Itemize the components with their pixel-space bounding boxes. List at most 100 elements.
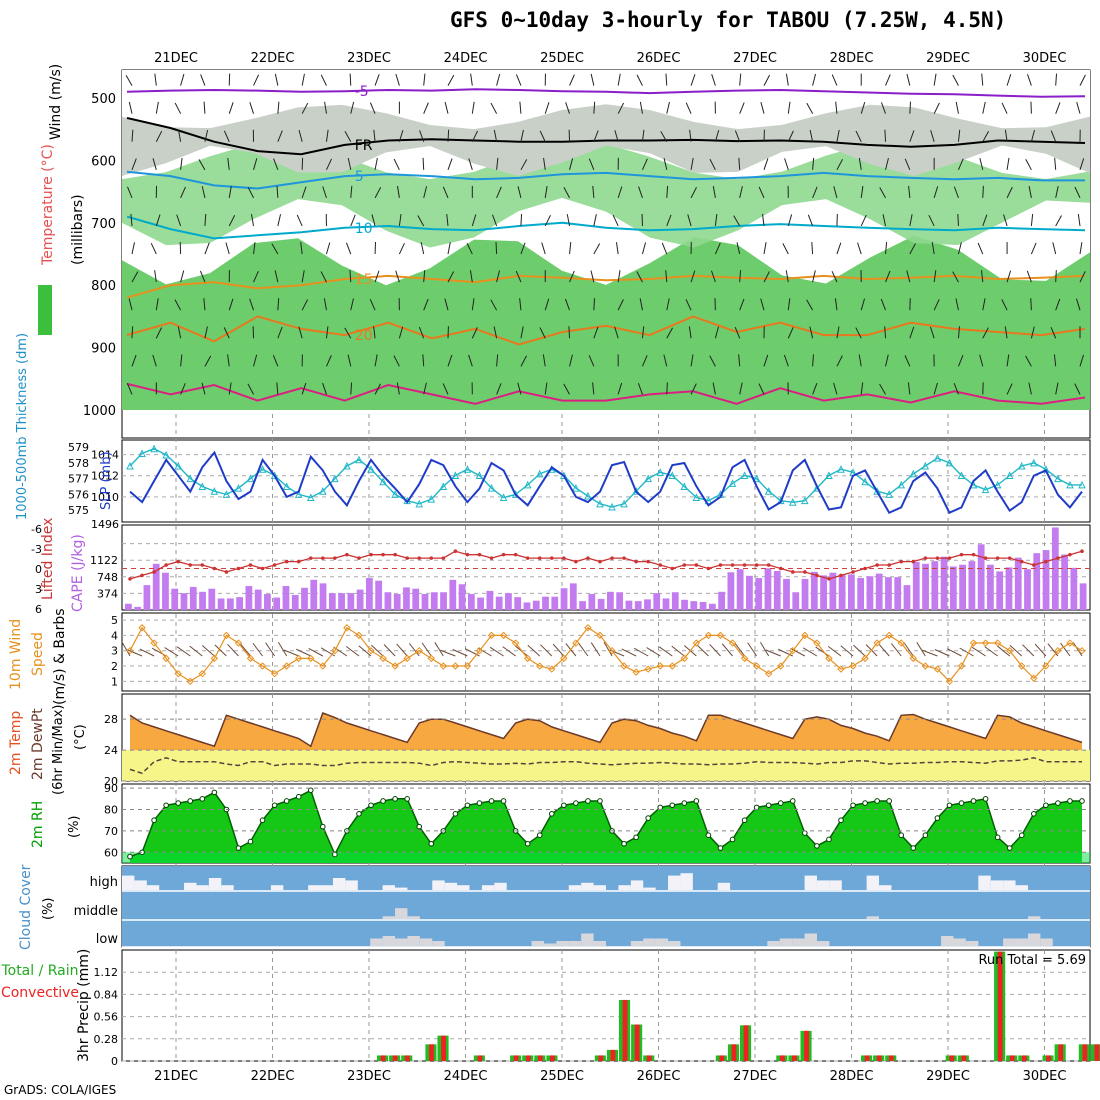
wind-speed-point <box>885 631 893 640</box>
cape-bar <box>931 561 939 610</box>
wind-speed-point <box>909 654 917 663</box>
thickness-point <box>764 487 773 495</box>
date-tick-bottom: 29DEC <box>926 1069 970 1084</box>
date-tick-bottom: 26DEC <box>637 1069 681 1084</box>
wind-barb-10m <box>396 643 408 657</box>
rh-point <box>1067 798 1073 804</box>
cloud-bar-high <box>816 880 830 890</box>
wind-barb <box>544 185 548 198</box>
wind-barb <box>447 129 450 142</box>
wind-barb <box>277 298 280 311</box>
wind-barb <box>296 214 303 227</box>
thickness-point <box>391 490 399 498</box>
cape-bar <box>579 601 586 610</box>
thickness-point <box>837 465 845 473</box>
wind-barb-10m <box>709 643 721 657</box>
wind-barb <box>958 158 964 171</box>
wind-barb <box>636 271 643 283</box>
li-point <box>260 566 265 571</box>
wind-speed-point <box>258 662 267 670</box>
li-point <box>911 559 916 564</box>
wind-speed-point <box>957 662 966 670</box>
wind-speed-point <box>319 662 327 670</box>
precip-convective-bar <box>404 1055 410 1061</box>
wind-barb <box>130 213 133 227</box>
li-point <box>971 552 976 557</box>
li-point <box>803 570 807 574</box>
wind-barb <box>180 73 185 86</box>
cape-bar <box>764 568 772 610</box>
wind-speed-point <box>1066 639 1074 647</box>
wind-barb <box>471 214 477 227</box>
thickness-point <box>415 499 424 508</box>
date-tick-bottom: 23DEC <box>347 1069 391 1084</box>
wind-barb <box>204 129 209 142</box>
panel-frame <box>121 612 1091 692</box>
wind-barb <box>517 382 522 395</box>
wind-speed-point <box>620 662 628 670</box>
rh-point <box>127 853 133 860</box>
cloud-bar-middle <box>866 916 880 919</box>
cape-bar <box>1042 550 1050 610</box>
wind-barb <box>447 74 455 86</box>
wind-barb <box>347 354 352 367</box>
li-tick: 6 <box>35 603 42 616</box>
wind-barb <box>301 73 305 86</box>
cloud-bar-low <box>370 938 383 946</box>
cape-bar <box>542 596 549 610</box>
wind-barb <box>228 298 234 311</box>
wind-barb <box>1003 214 1008 227</box>
wind-barb <box>298 130 303 142</box>
wind-barb <box>885 354 889 367</box>
wind-speed-point <box>415 646 423 655</box>
wind-barb <box>665 73 668 86</box>
wind-barb-10m <box>947 648 962 657</box>
cape-bar <box>226 598 234 610</box>
thickness-tick: 579 <box>68 441 89 454</box>
wind-barb <box>860 102 866 114</box>
wind-barb <box>468 158 473 170</box>
cloud-bar-high <box>395 887 408 890</box>
rh-point <box>850 802 856 809</box>
wind-barb <box>1004 326 1008 339</box>
wind-barb-10m <box>590 642 601 657</box>
precip-convective-bar <box>961 1055 967 1061</box>
wind-barb <box>519 101 522 114</box>
wind-speed-point <box>307 654 315 663</box>
wind-barb <box>666 382 668 395</box>
cloud-bar-high <box>444 882 458 890</box>
wind-barb <box>642 355 648 367</box>
wind-barb <box>588 355 595 367</box>
cloud-background <box>122 866 1090 947</box>
wind-barb <box>471 101 475 114</box>
cloud-bar-high <box>122 875 135 890</box>
wind-barb <box>758 186 765 199</box>
wind-barb-10m <box>671 645 685 657</box>
precip-convective-bar <box>779 1055 785 1061</box>
wind-barb <box>131 326 134 339</box>
wind-barb <box>200 74 206 86</box>
cloud-bar-high <box>581 882 594 890</box>
wind-barb-10m <box>201 645 215 657</box>
wind-barb <box>271 243 279 255</box>
rh-area <box>130 790 1082 863</box>
wind-speed-point <box>463 662 472 670</box>
wind-barb <box>1079 242 1083 255</box>
wind-barb-10m <box>421 642 432 657</box>
wind-barb <box>398 130 404 142</box>
precip-convective-bar <box>477 1055 483 1061</box>
wind-speed-point <box>379 654 387 663</box>
wind-tick: 2 <box>111 660 118 673</box>
rh-point <box>681 800 688 806</box>
thickness-point <box>873 487 881 495</box>
li-tick: -3 <box>31 543 42 556</box>
wind-barb <box>831 74 838 86</box>
rh-point <box>211 789 218 796</box>
li-point <box>646 559 650 564</box>
wind-barb <box>860 214 867 227</box>
li-tick: 0 <box>35 563 42 576</box>
wind-barb <box>447 354 453 367</box>
wind-barb <box>515 74 522 86</box>
cloud-bar-low <box>779 938 793 946</box>
wind-barb <box>373 326 376 339</box>
